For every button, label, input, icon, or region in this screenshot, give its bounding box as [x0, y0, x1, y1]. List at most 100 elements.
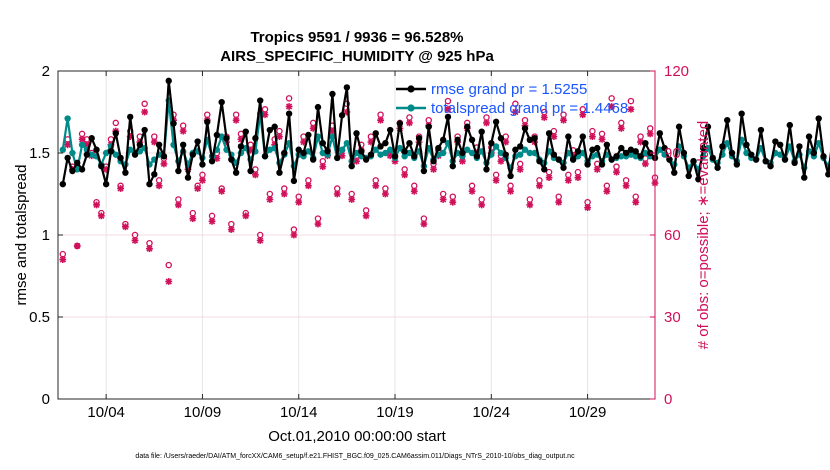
- obs-possible-marker: [112, 119, 120, 127]
- y-right-tick-label: 0: [664, 391, 672, 408]
- rmse-point: [295, 146, 302, 153]
- spread-point: [401, 153, 408, 160]
- rmse-point: [242, 128, 249, 135]
- rmse-point: [531, 135, 538, 142]
- spread-point: [74, 166, 81, 173]
- x-tick-label: 10/29: [569, 404, 607, 421]
- spread-point: [464, 146, 471, 153]
- spread-point: [372, 146, 379, 153]
- rmse-point: [733, 161, 741, 168]
- rmse-point: [396, 120, 404, 127]
- obs-evaluated-marker: [146, 245, 153, 253]
- rmse-point: [290, 177, 298, 185]
- obs-evaluated-stroke: [584, 204, 591, 211]
- spread-point: [343, 139, 351, 147]
- obs-evaluated-marker: [540, 114, 548, 121]
- obs-evaluated-stroke: [59, 256, 66, 263]
- rmse-point: [502, 151, 509, 158]
- obs-evaluated-marker: [478, 201, 486, 209]
- obs-evaluated-stroke: [213, 155, 220, 162]
- obs-evaluated-stroke: [64, 141, 71, 148]
- rmse-point: [406, 139, 413, 147]
- obs-evaluated-stroke: [348, 196, 355, 203]
- x-tick-label: 10/14: [280, 404, 318, 421]
- obs-evaluated-marker: [511, 108, 519, 116]
- rmse-point: [213, 131, 221, 139]
- obs-evaluated-marker: [309, 125, 317, 132]
- obs-evaluated-stroke: [440, 196, 447, 203]
- rmse-point: [613, 153, 620, 160]
- obs-evaluated-marker: [550, 133, 558, 140]
- obs-evaluated-stroke: [189, 215, 196, 222]
- spread-point: [396, 144, 404, 152]
- y-tick-label: 1: [42, 227, 50, 244]
- obs-evaluated-marker: [598, 135, 606, 143]
- obs-evaluated-marker: [314, 220, 322, 228]
- obs-evaluated-marker: [444, 105, 452, 113]
- obs-evaluated-stroke: [175, 201, 182, 209]
- rmse-point: [401, 148, 408, 155]
- rmse-point: [680, 149, 688, 157]
- rmse-point: [656, 130, 664, 137]
- obs-evaluated-stroke: [483, 119, 490, 127]
- rmse-point: [179, 141, 187, 148]
- obs-evaluated-marker: [227, 226, 235, 233]
- rmse-point: [362, 156, 370, 163]
- obs-evaluated-stroke: [285, 103, 293, 110]
- rmse-point: [93, 146, 100, 153]
- obs-evaluated-marker: [97, 212, 105, 220]
- spread-point: [521, 146, 529, 153]
- obs-evaluated-stroke: [502, 138, 509, 146]
- rmse-point: [560, 164, 567, 171]
- rmse-point: [78, 166, 86, 173]
- x-tick-label: 10/24: [473, 404, 511, 421]
- obs-evaluated-stroke: [560, 117, 567, 124]
- spread-point: [59, 146, 67, 153]
- rmse-point: [430, 158, 437, 165]
- rmse-point: [598, 161, 606, 168]
- rmse-point: [675, 123, 683, 130]
- rmse-point: [257, 97, 264, 104]
- rmse-point: [411, 153, 418, 160]
- spread-point: [78, 141, 86, 148]
- obs-evaluated-marker: [449, 198, 457, 206]
- rmse-point: [762, 158, 769, 165]
- rmse-point: [541, 166, 548, 173]
- obs-evaluated-stroke: [276, 133, 283, 140]
- rmse-point: [435, 144, 442, 152]
- rmse-point: [102, 180, 110, 188]
- spread-point: [387, 146, 394, 153]
- rmse-series: [59, 77, 830, 188]
- rmse-point: [382, 139, 389, 147]
- obs-evaluated-marker: [507, 187, 514, 195]
- y-axis-label: rmse and totalspread: [13, 165, 30, 306]
- obs-evaluated-marker: [59, 256, 67, 263]
- rmse-point: [594, 144, 601, 152]
- rmse-point: [699, 144, 707, 152]
- rmse-point: [565, 133, 572, 140]
- chart-title-line1: Tropics 9591 / 9936 = 96.528%: [250, 29, 463, 46]
- rmse-point: [526, 136, 534, 144]
- rmse-point: [704, 123, 712, 130]
- rmse-point: [131, 151, 139, 158]
- obs-evaluated-stroke: [459, 158, 466, 165]
- rmse-point: [608, 156, 615, 163]
- spread-point: [88, 151, 95, 158]
- spread-point: [329, 133, 336, 140]
- obs-evaluated-stroke: [310, 125, 317, 132]
- spread-point: [632, 153, 639, 160]
- obs-evaluated-marker: [372, 182, 380, 190]
- obs-evaluated-stroke: [603, 188, 610, 195]
- obs-evaluated-stroke: [290, 231, 298, 239]
- rmse-point: [786, 121, 794, 129]
- rmse-point: [781, 156, 789, 163]
- rmse-point: [473, 153, 481, 160]
- obs-evaluated-marker: [497, 157, 505, 165]
- rmse-point: [772, 138, 779, 145]
- rmse-point: [343, 84, 351, 91]
- obs-evaluated-marker: [242, 212, 250, 220]
- rmse-point: [483, 166, 490, 173]
- rmse-point: [367, 151, 375, 158]
- rmse-point: [449, 162, 456, 170]
- obs-evaluated-stroke: [642, 160, 649, 168]
